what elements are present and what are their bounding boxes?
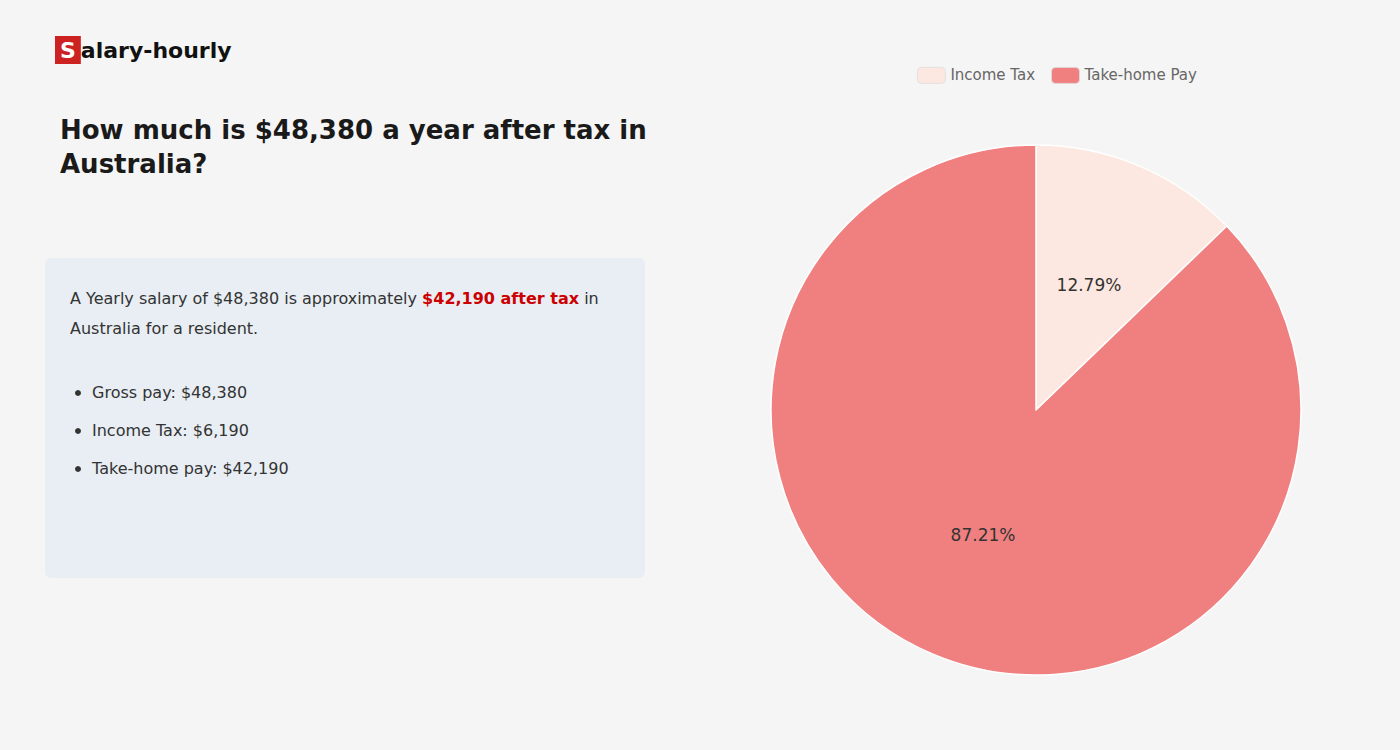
svg-text:A Yearly salary of $48,380 is: A Yearly salary of $48,380 is approximat… xyxy=(70,289,422,308)
svg-text:S: S xyxy=(60,38,76,63)
svg-text:87.21%: 87.21% xyxy=(951,525,1016,545)
svg-text:Take-home Pay: Take-home Pay xyxy=(1084,66,1198,84)
svg-text:Gross pay: $48,380: Gross pay: $48,380 xyxy=(92,383,247,402)
svg-text:Australia?: Australia? xyxy=(60,149,207,179)
svg-text:How much is $48,380 a year aft: How much is $48,380 a year after tax in xyxy=(60,115,647,145)
svg-text:Income Tax: $6,190: Income Tax: $6,190 xyxy=(92,421,249,440)
svg-text:alary-hourly: alary-hourly xyxy=(81,38,232,63)
svg-text:Australia for a resident.: Australia for a resident. xyxy=(70,319,258,338)
svg-text:in: in xyxy=(579,289,599,308)
svg-text:Take-home pay: $42,190: Take-home pay: $42,190 xyxy=(91,459,289,478)
svg-text:12.79%: 12.79% xyxy=(1057,275,1122,295)
svg-text:Income Tax: Income Tax xyxy=(950,66,1035,84)
svg-text:$42,190 after tax: $42,190 after tax xyxy=(422,289,580,308)
